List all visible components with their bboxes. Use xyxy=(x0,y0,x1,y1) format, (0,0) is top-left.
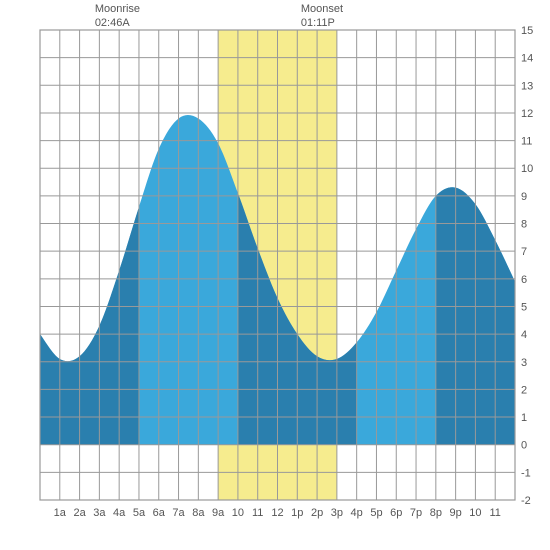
svg-text:7p: 7p xyxy=(410,507,422,519)
svg-text:13: 13 xyxy=(521,80,533,92)
svg-text:2p: 2p xyxy=(311,507,323,519)
svg-text:3a: 3a xyxy=(93,507,106,519)
svg-text:4: 4 xyxy=(521,329,527,341)
moonrise-annotation: Moonrise 02:46A xyxy=(95,2,140,31)
moonset-label: Moonset xyxy=(301,2,343,16)
svg-text:4a: 4a xyxy=(113,507,126,519)
chart-svg: 1514131211109876543210-1-21a2a3a4a5a6a7a… xyxy=(0,0,550,550)
svg-text:4p: 4p xyxy=(351,507,363,519)
svg-text:12: 12 xyxy=(521,108,533,120)
svg-text:1a: 1a xyxy=(54,507,67,519)
svg-text:6a: 6a xyxy=(153,507,166,519)
svg-text:2: 2 xyxy=(521,384,527,396)
moonrise-time: 02:46A xyxy=(95,16,140,30)
svg-text:7: 7 xyxy=(521,246,527,258)
svg-text:8a: 8a xyxy=(192,507,205,519)
tide-chart: Moonrise 02:46A Moonset 01:11P 151413121… xyxy=(0,0,550,550)
svg-text:14: 14 xyxy=(521,53,533,65)
svg-text:9p: 9p xyxy=(450,507,462,519)
svg-text:6: 6 xyxy=(521,274,527,286)
moonset-annotation: Moonset 01:11P xyxy=(301,2,343,31)
svg-text:12: 12 xyxy=(271,507,283,519)
svg-text:11: 11 xyxy=(521,136,532,148)
svg-text:8: 8 xyxy=(521,219,527,231)
svg-text:11: 11 xyxy=(489,507,500,519)
moonrise-label: Moonrise xyxy=(95,2,140,16)
svg-text:7a: 7a xyxy=(172,507,185,519)
svg-text:3p: 3p xyxy=(331,507,343,519)
svg-text:10: 10 xyxy=(521,163,533,175)
svg-text:0: 0 xyxy=(521,440,527,452)
svg-text:9: 9 xyxy=(521,191,527,203)
svg-text:-2: -2 xyxy=(521,495,531,507)
moonset-time: 01:11P xyxy=(301,16,343,30)
svg-text:5a: 5a xyxy=(133,507,146,519)
svg-text:-1: -1 xyxy=(521,467,531,479)
svg-text:8p: 8p xyxy=(430,507,442,519)
svg-text:1p: 1p xyxy=(291,507,303,519)
svg-text:10: 10 xyxy=(232,507,244,519)
svg-text:15: 15 xyxy=(521,25,533,37)
svg-text:5: 5 xyxy=(521,301,527,313)
svg-text:2a: 2a xyxy=(73,507,86,519)
svg-text:3: 3 xyxy=(521,357,527,369)
svg-text:9a: 9a xyxy=(212,507,225,519)
svg-text:6p: 6p xyxy=(390,507,402,519)
svg-text:10: 10 xyxy=(469,507,481,519)
svg-text:1: 1 xyxy=(521,412,527,424)
svg-text:11: 11 xyxy=(252,507,263,519)
svg-text:5p: 5p xyxy=(370,507,382,519)
